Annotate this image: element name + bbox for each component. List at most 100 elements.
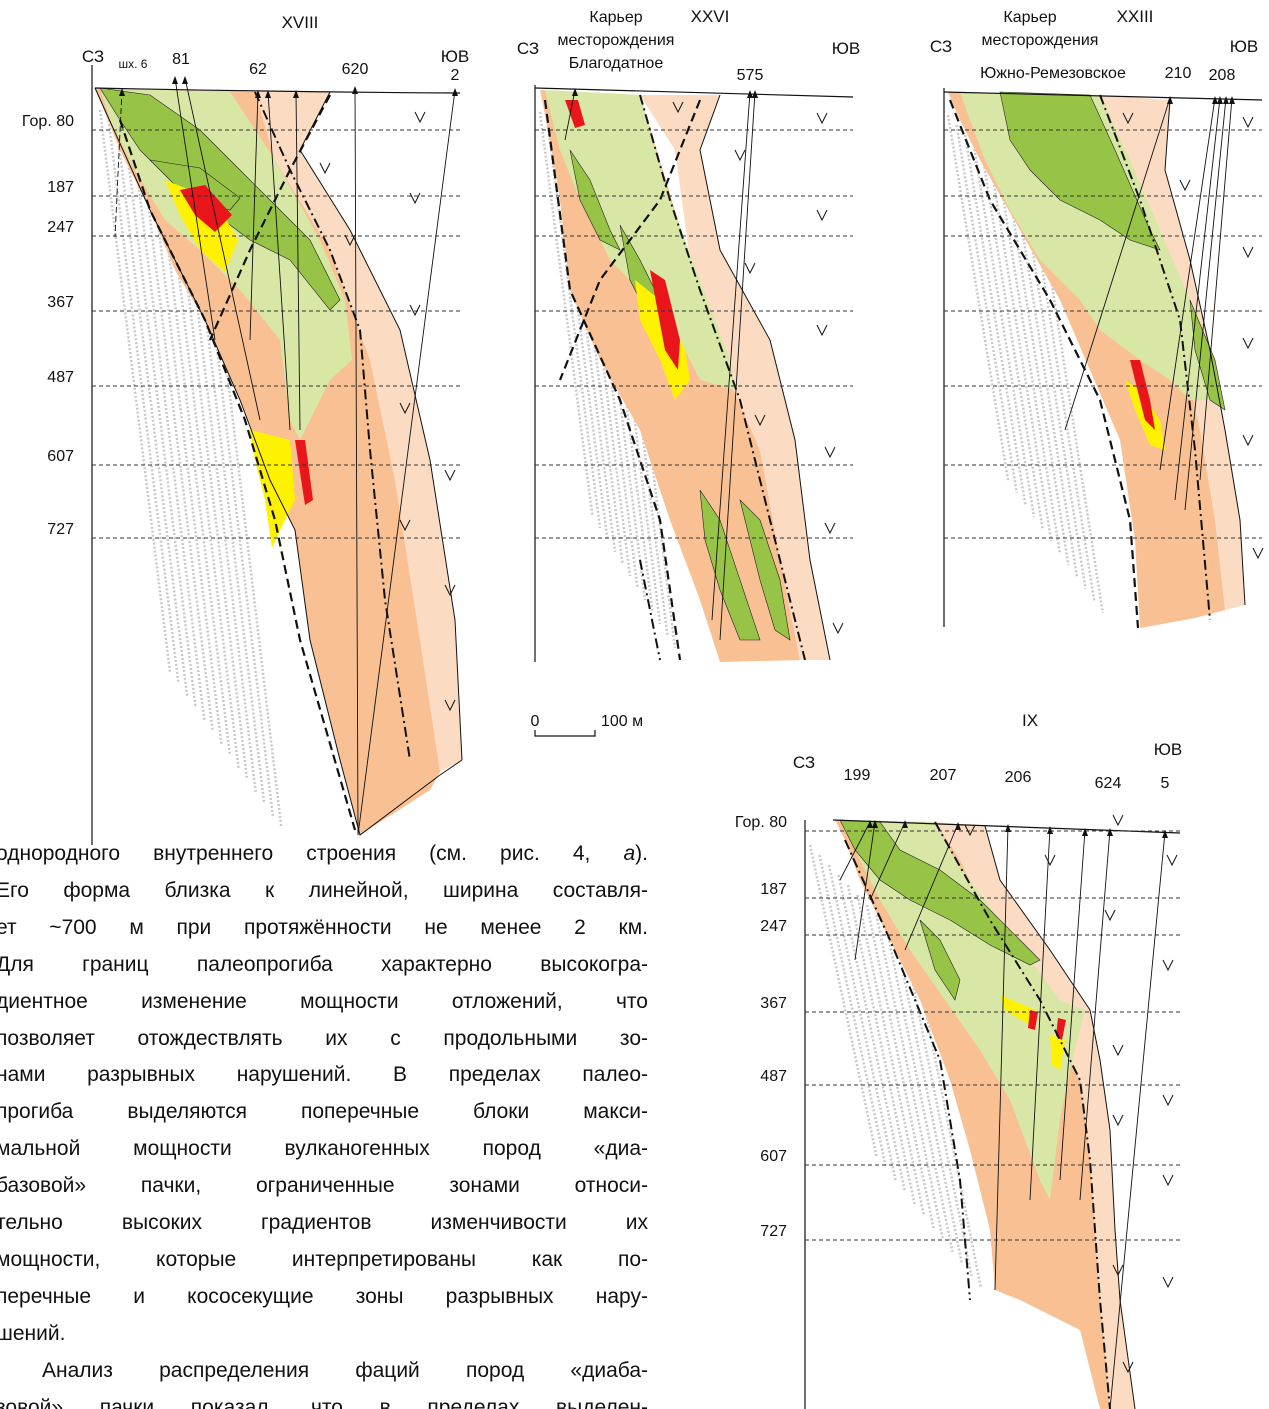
well xyxy=(1109,831,1166,1409)
text-line: базовой» пачки, ограниченные зонами отно… xyxy=(0,1174,648,1198)
v-mark xyxy=(744,262,756,275)
well-head xyxy=(352,86,358,94)
well-head xyxy=(747,90,753,98)
hatch-line xyxy=(963,134,1027,506)
v-mark xyxy=(824,446,836,459)
v-mark xyxy=(1242,246,1254,259)
well-head xyxy=(1223,96,1229,104)
v-mark xyxy=(734,149,746,162)
level-label: 367 xyxy=(760,995,787,1012)
v-mark xyxy=(1122,1361,1134,1374)
well-head xyxy=(1107,828,1113,836)
hatch-line xyxy=(808,844,878,1157)
well xyxy=(1079,829,1111,1201)
well xyxy=(357,89,456,836)
well-label: 62 xyxy=(249,61,267,78)
level-label: Гор. 80 xyxy=(22,113,74,130)
well xyxy=(114,89,123,238)
well-head xyxy=(867,820,873,828)
v-mark xyxy=(1242,337,1254,350)
v-mark xyxy=(344,234,356,247)
well-head xyxy=(1082,828,1088,836)
well xyxy=(711,91,751,621)
v-mark xyxy=(409,304,421,317)
well xyxy=(184,77,261,421)
v-mark xyxy=(1166,854,1178,867)
well xyxy=(854,821,876,961)
section-xxvi-body xyxy=(540,90,831,662)
hatch-line xyxy=(150,169,223,745)
level-label: 487 xyxy=(760,1068,787,1085)
level-label: 607 xyxy=(47,448,74,465)
v-mark xyxy=(409,192,421,205)
hatch-line xyxy=(972,144,1036,518)
well xyxy=(839,821,871,881)
well-label: 620 xyxy=(342,61,369,78)
direction-label: ЮВ xyxy=(1230,37,1259,56)
well-label: 2 xyxy=(451,67,460,84)
volcanic-marks xyxy=(319,101,1264,1374)
text-line: зовой» пачки показал, что в пределах выд… xyxy=(0,1395,648,1409)
hatch-line xyxy=(981,154,1044,530)
v-mark xyxy=(1162,1174,1174,1187)
hatch-line xyxy=(107,119,180,685)
v-mark xyxy=(1162,1094,1174,1107)
scale-label: 100 м xyxy=(601,713,643,730)
section-frames xyxy=(91,65,1263,1409)
text-line: позволяет отождествлять их с продольными… xyxy=(0,1026,648,1050)
v-mark xyxy=(1112,1264,1124,1277)
hatch-line xyxy=(818,854,888,1169)
hatch-line xyxy=(175,199,249,781)
v-mark xyxy=(414,111,426,124)
v-mark xyxy=(444,469,456,482)
text: ). xyxy=(635,842,648,865)
text-line: мощности, которые интерпретированы как п… xyxy=(0,1247,648,1271)
well xyxy=(994,825,1009,1291)
v-mark xyxy=(1112,1044,1124,1057)
hatch-line xyxy=(167,189,240,769)
hatch-line xyxy=(598,191,654,613)
direction-label: СЗ xyxy=(930,37,952,56)
well-label: 199 xyxy=(844,767,871,784)
well-head xyxy=(293,90,299,98)
text-line: однородного внутреннего строения (см. ри… xyxy=(0,836,648,873)
well xyxy=(295,91,301,431)
v-mark xyxy=(444,584,456,597)
well-head xyxy=(182,76,188,84)
well-head xyxy=(1047,826,1053,834)
hatch-line xyxy=(865,904,935,1229)
level-label: 727 xyxy=(760,1223,787,1240)
text-line: Для границ палеопрогиба характерно высок… xyxy=(0,952,648,976)
level-label: 607 xyxy=(760,1148,787,1165)
well-label: 208 xyxy=(1209,67,1236,84)
direction-label: СЗ xyxy=(793,753,815,772)
section-title: XXIII xyxy=(1117,7,1154,26)
well-head xyxy=(119,88,125,96)
hatch-line xyxy=(1032,214,1096,602)
section-title: XVIII xyxy=(282,13,319,32)
text-line: перечные и кососекущие зоны разрывных на… xyxy=(0,1284,648,1308)
level-label: 247 xyxy=(47,219,74,236)
v-mark xyxy=(816,209,828,222)
well xyxy=(1029,827,1051,1201)
text: а xyxy=(623,842,636,865)
text-line: нами разрывных нарушений. В пределах пал… xyxy=(0,1063,648,1087)
text: однородного внутреннего строения (см. ри… xyxy=(0,842,624,865)
well-head xyxy=(452,88,458,96)
v-mark xyxy=(1112,814,1124,827)
well xyxy=(564,89,576,141)
direction-label: СЗ xyxy=(517,39,539,58)
hatch-line xyxy=(115,129,189,697)
well-head xyxy=(572,88,578,96)
level-label: 487 xyxy=(47,369,74,386)
v-mark xyxy=(1242,116,1254,129)
v-mark xyxy=(399,519,411,532)
well-head xyxy=(172,76,178,84)
hatch-line xyxy=(141,159,215,733)
section-xxiii-body xyxy=(948,91,1246,629)
hatch-line xyxy=(856,894,926,1217)
well-head xyxy=(1229,96,1235,104)
caption: Южно-Ремезовское xyxy=(980,65,1126,82)
hatch-line xyxy=(621,221,677,649)
